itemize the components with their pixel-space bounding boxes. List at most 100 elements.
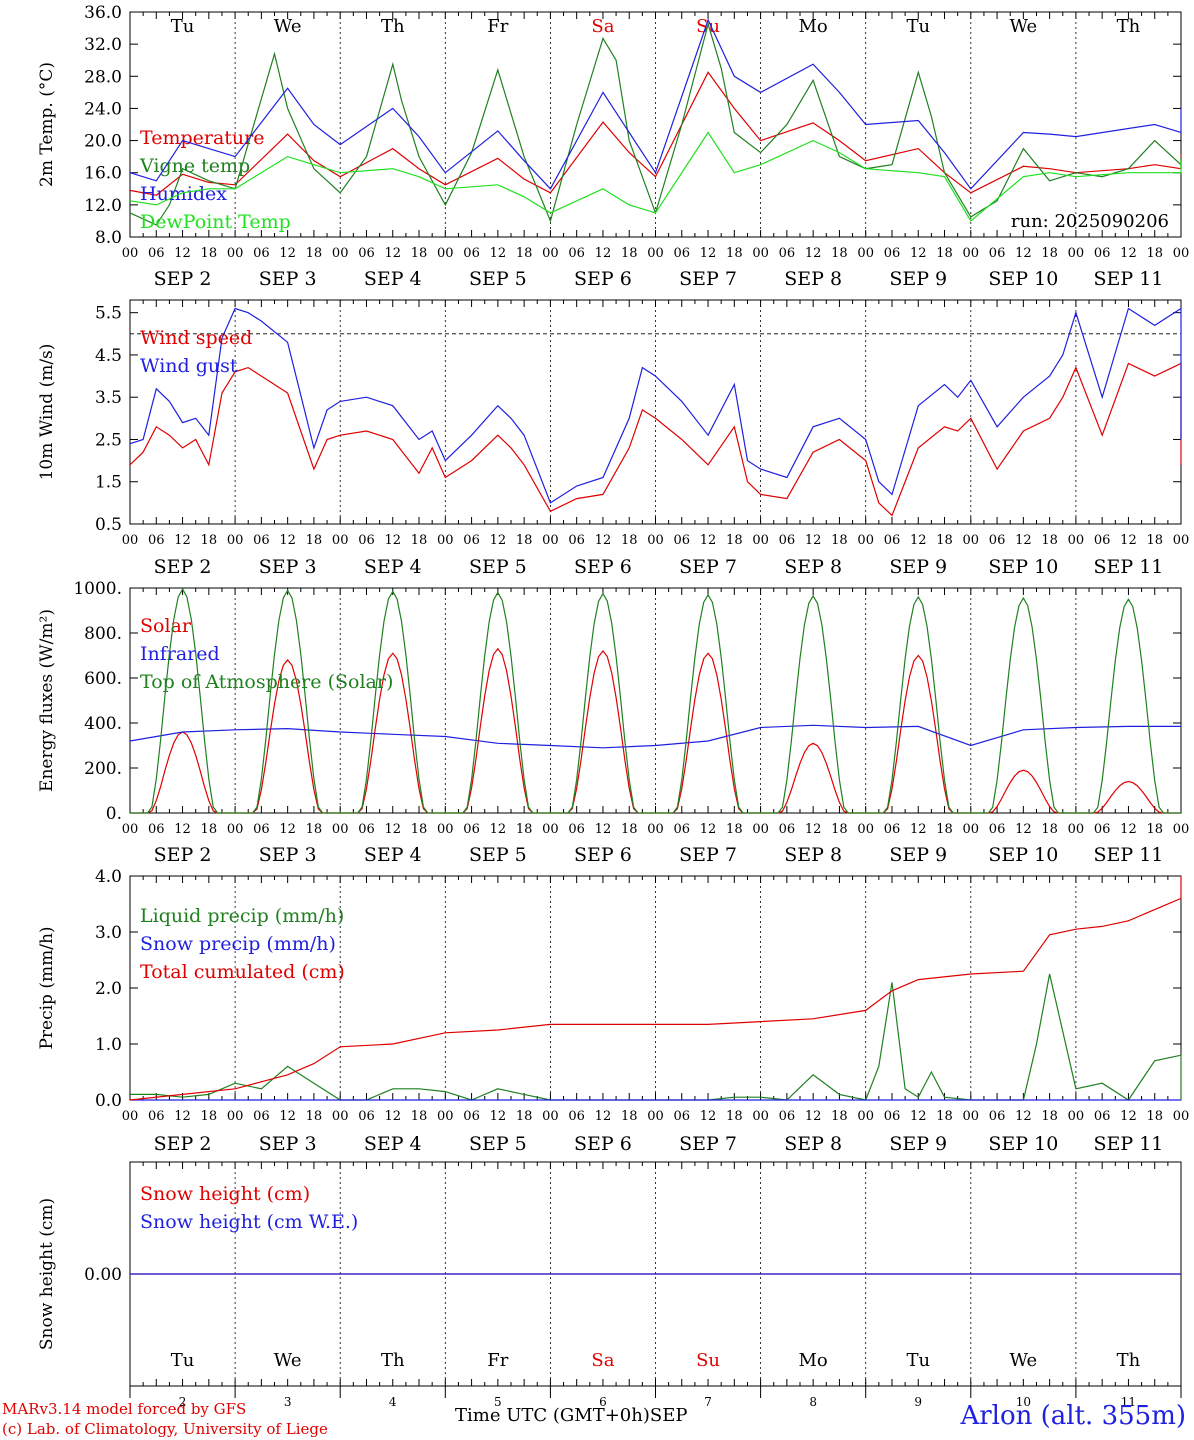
hour-tick-label: 06	[674, 533, 691, 548]
hour-tick-label: 00	[752, 1109, 769, 1124]
hour-tick-label: 06	[989, 533, 1006, 548]
date-label: SEP 9	[889, 844, 947, 866]
legend-entry: Snow precip (mm/h)	[140, 933, 336, 955]
y-tick-label: 800.	[84, 624, 122, 644]
y-tick-label: 0.5	[95, 515, 122, 535]
legend-entry: Total cumulated (cm)	[140, 961, 345, 983]
hour-tick-label: 18	[1146, 822, 1163, 837]
hour-tick-label: 12	[700, 1109, 717, 1124]
date-label: SEP 8	[784, 844, 842, 866]
date-label: SEP 8	[784, 556, 842, 578]
weekday-label: Sa	[591, 16, 614, 37]
hour-tick-label: 18	[831, 1109, 848, 1124]
hour-tick-label: 06	[989, 822, 1006, 837]
hour-tick-label: 00	[963, 533, 980, 548]
hour-tick-label: 12	[490, 533, 507, 548]
hour-tick-label: 18	[1041, 822, 1058, 837]
y-tick-label: 3.5	[95, 388, 122, 408]
hour-tick-label: 06	[148, 246, 165, 261]
hour-tick-label: 06	[253, 822, 270, 837]
date-label: SEP 10	[988, 556, 1058, 578]
hour-tick-label: 18	[1041, 1109, 1058, 1124]
hour-tick-label: 18	[516, 822, 533, 837]
hour-tick-label: 18	[936, 1109, 953, 1124]
y-tick-label: 2.5	[95, 430, 122, 450]
hour-tick-label: 18	[936, 822, 953, 837]
date-label: SEP 8	[784, 1133, 842, 1155]
hour-tick-label: 12	[279, 1109, 296, 1124]
day-number-label: 3	[284, 1395, 292, 1409]
hour-tick-label: 00	[752, 822, 769, 837]
date-label: SEP 7	[679, 844, 737, 866]
hour-tick-label: 00	[857, 533, 874, 548]
hour-tick-label: 00	[227, 1109, 244, 1124]
y-tick-label: 200.	[84, 759, 122, 779]
hour-tick-label: 06	[253, 246, 270, 261]
date-label: SEP 3	[259, 268, 317, 290]
hour-tick-label: 12	[1015, 822, 1032, 837]
date-label: SEP 9	[889, 268, 947, 290]
hour-tick-label: 12	[700, 246, 717, 261]
hour-tick-label: 18	[411, 822, 428, 837]
hour-tick-label: 18	[621, 533, 638, 548]
hour-tick-label: 12	[384, 1109, 401, 1124]
day-number-label: 9	[914, 1395, 922, 1409]
hour-tick-label: 18	[621, 822, 638, 837]
hour-tick-label: 00	[1068, 246, 1085, 261]
month-label: SEP	[649, 1405, 688, 1426]
legend-entry: Temperature	[140, 127, 264, 149]
y-tick-label: 3.0	[95, 923, 122, 943]
hour-tick-label: 00	[1173, 1109, 1190, 1124]
date-label: SEP 10	[988, 268, 1058, 290]
hour-tick-label: 12	[595, 1109, 612, 1124]
y-tick-label: 28.0	[84, 67, 122, 87]
hour-tick-label: 12	[279, 246, 296, 261]
run-label: run: 2025090206	[1011, 211, 1169, 232]
hour-tick-label: 06	[358, 533, 375, 548]
hour-tick-label: 18	[306, 533, 323, 548]
hour-tick-label: 06	[884, 533, 901, 548]
hour-tick-label: 12	[1120, 822, 1137, 837]
date-label: SEP 2	[154, 556, 212, 578]
legend-entry: Wind gust	[140, 355, 238, 377]
date-label: SEP 8	[784, 268, 842, 290]
weekday-label: Fr	[487, 16, 508, 37]
y-axis-title: Snow height (cm)	[37, 1198, 57, 1350]
y-tick-label: 36.0	[84, 3, 122, 23]
hour-tick-label: 00	[542, 533, 559, 548]
hour-tick-label: 18	[201, 822, 218, 837]
date-label: SEP 3	[259, 844, 317, 866]
date-label: SEP 7	[679, 1133, 737, 1155]
series-line	[129, 131, 1182, 222]
hour-tick-label: 06	[884, 822, 901, 837]
weekday-label: Tu	[171, 1350, 195, 1371]
hour-tick-label: 18	[1041, 246, 1058, 261]
hour-tick-label: 12	[384, 246, 401, 261]
date-label: SEP 7	[679, 268, 737, 290]
hour-tick-label: 12	[384, 533, 401, 548]
y-tick-label: 600.	[84, 669, 122, 689]
hour-tick-label: 00	[1173, 822, 1190, 837]
lab-credit: (c) Lab. of Climatology, University of L…	[2, 1420, 328, 1438]
weekday-label: We	[1010, 16, 1038, 37]
hour-tick-label: 00	[332, 246, 349, 261]
date-label: SEP 2	[154, 844, 212, 866]
hour-tick-label: 00	[227, 246, 244, 261]
hour-tick-label: 18	[621, 246, 638, 261]
hour-tick-label: 00	[437, 533, 454, 548]
y-tick-label: 1.5	[95, 473, 122, 493]
date-label: SEP 6	[574, 556, 632, 578]
hour-tick-label: 18	[201, 533, 218, 548]
hour-tick-label: 00	[647, 246, 664, 261]
day-number-label: 11	[1121, 1395, 1136, 1409]
date-label: SEP 4	[364, 556, 422, 578]
hour-tick-label: 00	[122, 822, 139, 837]
date-label: SEP 10	[988, 844, 1058, 866]
hour-tick-label: 06	[779, 1109, 796, 1124]
hour-tick-label: 18	[516, 533, 533, 548]
hour-tick-label: 00	[1068, 1109, 1085, 1124]
hour-tick-label: 12	[805, 246, 822, 261]
hour-tick-label: 18	[726, 533, 743, 548]
hour-tick-label: 00	[542, 246, 559, 261]
hour-tick-label: 00	[332, 1109, 349, 1124]
